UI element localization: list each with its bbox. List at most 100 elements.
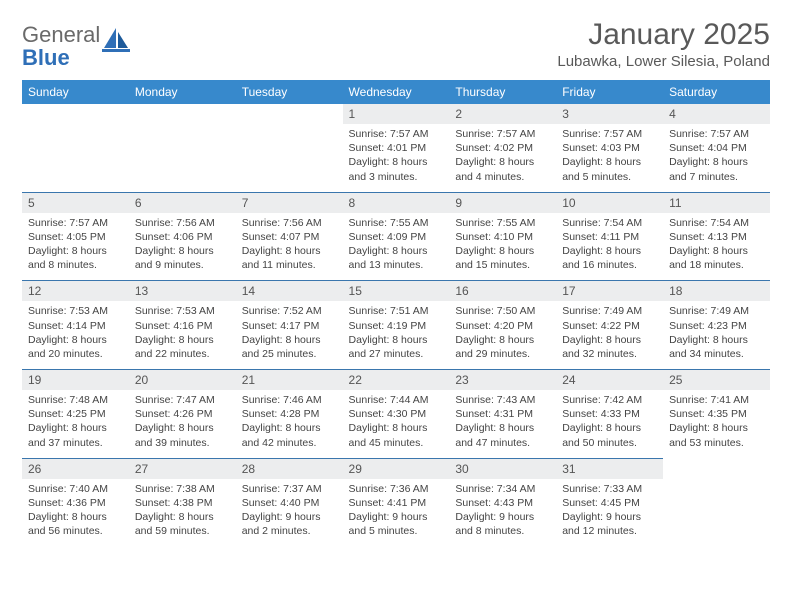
day-number-cell: 22 xyxy=(343,370,450,391)
day-detail-cell: Sunrise: 7:37 AMSunset: 4:40 PMDaylight:… xyxy=(236,479,343,547)
day-detail-cell: Sunrise: 7:46 AMSunset: 4:28 PMDaylight:… xyxy=(236,390,343,458)
day-detail-cell: Sunrise: 7:56 AMSunset: 4:07 PMDaylight:… xyxy=(236,213,343,281)
day-detail-cell: Sunrise: 7:55 AMSunset: 4:09 PMDaylight:… xyxy=(343,213,450,281)
day-number-cell xyxy=(236,104,343,124)
month-title: January 2025 xyxy=(557,18,770,51)
day-detail-cell: Sunrise: 7:40 AMSunset: 4:36 PMDaylight:… xyxy=(22,479,129,547)
day-number-cell: 26 xyxy=(22,458,129,479)
day-detail-cell: Sunrise: 7:42 AMSunset: 4:33 PMDaylight:… xyxy=(556,390,663,458)
day-number-cell: 28 xyxy=(236,458,343,479)
day-number-cell: 2 xyxy=(449,104,556,124)
day-detail-cell: Sunrise: 7:51 AMSunset: 4:19 PMDaylight:… xyxy=(343,301,450,369)
day-detail-cell: Sunrise: 7:34 AMSunset: 4:43 PMDaylight:… xyxy=(449,479,556,547)
weekday-header: Thursday xyxy=(449,80,556,104)
day-number-row: 567891011 xyxy=(22,192,770,213)
day-detail-cell: Sunrise: 7:49 AMSunset: 4:22 PMDaylight:… xyxy=(556,301,663,369)
day-detail-cell: Sunrise: 7:49 AMSunset: 4:23 PMDaylight:… xyxy=(663,301,770,369)
brand-logo: General Blue xyxy=(22,18,130,70)
day-detail-cell: Sunrise: 7:52 AMSunset: 4:17 PMDaylight:… xyxy=(236,301,343,369)
day-detail-cell: Sunrise: 7:55 AMSunset: 4:10 PMDaylight:… xyxy=(449,213,556,281)
logo-text-block: General Blue xyxy=(22,24,100,70)
day-number-cell xyxy=(129,104,236,124)
day-number-cell: 6 xyxy=(129,192,236,213)
day-detail-cell: Sunrise: 7:57 AMSunset: 4:04 PMDaylight:… xyxy=(663,124,770,192)
day-number-cell: 18 xyxy=(663,281,770,302)
day-number-cell: 16 xyxy=(449,281,556,302)
calendar-table: SundayMondayTuesdayWednesdayThursdayFrid… xyxy=(22,80,770,546)
day-detail-cell xyxy=(22,124,129,192)
logo-word-general: General xyxy=(22,22,100,47)
day-detail-row: Sunrise: 7:53 AMSunset: 4:14 PMDaylight:… xyxy=(22,301,770,369)
day-number-cell: 4 xyxy=(663,104,770,124)
day-number-cell: 14 xyxy=(236,281,343,302)
day-number-cell: 17 xyxy=(556,281,663,302)
day-detail-cell: Sunrise: 7:48 AMSunset: 4:25 PMDaylight:… xyxy=(22,390,129,458)
day-detail-row: Sunrise: 7:57 AMSunset: 4:05 PMDaylight:… xyxy=(22,213,770,281)
day-number-cell xyxy=(22,104,129,124)
day-detail-cell: Sunrise: 7:33 AMSunset: 4:45 PMDaylight:… xyxy=(556,479,663,547)
day-detail-cell: Sunrise: 7:38 AMSunset: 4:38 PMDaylight:… xyxy=(129,479,236,547)
day-detail-cell: Sunrise: 7:57 AMSunset: 4:03 PMDaylight:… xyxy=(556,124,663,192)
calendar-page: General Blue January 2025 Lubawka, Lower… xyxy=(0,0,792,546)
day-detail-cell: Sunrise: 7:44 AMSunset: 4:30 PMDaylight:… xyxy=(343,390,450,458)
day-number-cell: 1 xyxy=(343,104,450,124)
day-number-cell: 23 xyxy=(449,370,556,391)
weekday-header: Monday xyxy=(129,80,236,104)
day-number-row: 12131415161718 xyxy=(22,281,770,302)
day-detail-cell: Sunrise: 7:41 AMSunset: 4:35 PMDaylight:… xyxy=(663,390,770,458)
day-detail-cell: Sunrise: 7:53 AMSunset: 4:14 PMDaylight:… xyxy=(22,301,129,369)
weekday-header: Saturday xyxy=(663,80,770,104)
day-number-cell: 5 xyxy=(22,192,129,213)
weekday-header: Wednesday xyxy=(343,80,450,104)
day-number-cell: 11 xyxy=(663,192,770,213)
day-number-cell: 3 xyxy=(556,104,663,124)
day-number-cell: 20 xyxy=(129,370,236,391)
day-detail-cell xyxy=(129,124,236,192)
day-number-cell: 19 xyxy=(22,370,129,391)
weekday-header-row: SundayMondayTuesdayWednesdayThursdayFrid… xyxy=(22,80,770,104)
day-number-cell: 13 xyxy=(129,281,236,302)
day-number-cell: 24 xyxy=(556,370,663,391)
day-detail-cell: Sunrise: 7:43 AMSunset: 4:31 PMDaylight:… xyxy=(449,390,556,458)
day-detail-cell: Sunrise: 7:57 AMSunset: 4:01 PMDaylight:… xyxy=(343,124,450,192)
day-detail-cell xyxy=(663,479,770,547)
day-number-cell: 10 xyxy=(556,192,663,213)
day-number-cell: 7 xyxy=(236,192,343,213)
day-detail-row: Sunrise: 7:48 AMSunset: 4:25 PMDaylight:… xyxy=(22,390,770,458)
location-subtitle: Lubawka, Lower Silesia, Poland xyxy=(557,53,770,70)
day-number-cell: 21 xyxy=(236,370,343,391)
day-number-cell: 25 xyxy=(663,370,770,391)
day-number-cell: 31 xyxy=(556,458,663,479)
day-number-cell: 12 xyxy=(22,281,129,302)
day-number-row: 262728293031 xyxy=(22,458,770,479)
day-number-cell: 9 xyxy=(449,192,556,213)
day-detail-cell: Sunrise: 7:36 AMSunset: 4:41 PMDaylight:… xyxy=(343,479,450,547)
weekday-header: Sunday xyxy=(22,80,129,104)
logo-word-blue: Blue xyxy=(22,45,70,70)
day-detail-row: Sunrise: 7:57 AMSunset: 4:01 PMDaylight:… xyxy=(22,124,770,192)
title-block: January 2025 Lubawka, Lower Silesia, Pol… xyxy=(557,18,770,70)
weekday-header: Friday xyxy=(556,80,663,104)
day-detail-cell: Sunrise: 7:54 AMSunset: 4:11 PMDaylight:… xyxy=(556,213,663,281)
weekday-header: Tuesday xyxy=(236,80,343,104)
day-number-row: 1234 xyxy=(22,104,770,124)
day-number-cell: 30 xyxy=(449,458,556,479)
day-detail-row: Sunrise: 7:40 AMSunset: 4:36 PMDaylight:… xyxy=(22,479,770,547)
day-number-cell xyxy=(663,458,770,479)
day-detail-cell: Sunrise: 7:56 AMSunset: 4:06 PMDaylight:… xyxy=(129,213,236,281)
day-number-cell: 8 xyxy=(343,192,450,213)
day-detail-cell xyxy=(236,124,343,192)
day-detail-cell: Sunrise: 7:47 AMSunset: 4:26 PMDaylight:… xyxy=(129,390,236,458)
day-detail-cell: Sunrise: 7:57 AMSunset: 4:05 PMDaylight:… xyxy=(22,213,129,281)
page-header: General Blue January 2025 Lubawka, Lower… xyxy=(22,18,770,70)
day-number-cell: 29 xyxy=(343,458,450,479)
day-detail-cell: Sunrise: 7:50 AMSunset: 4:20 PMDaylight:… xyxy=(449,301,556,369)
day-number-cell: 15 xyxy=(343,281,450,302)
logo-sail-icon xyxy=(102,26,130,52)
day-number-cell: 27 xyxy=(129,458,236,479)
calendar-body: 1234 Sunrise: 7:57 AMSunset: 4:01 PMDayl… xyxy=(22,104,770,546)
day-number-row: 19202122232425 xyxy=(22,370,770,391)
day-detail-cell: Sunrise: 7:57 AMSunset: 4:02 PMDaylight:… xyxy=(449,124,556,192)
day-detail-cell: Sunrise: 7:54 AMSunset: 4:13 PMDaylight:… xyxy=(663,213,770,281)
day-detail-cell: Sunrise: 7:53 AMSunset: 4:16 PMDaylight:… xyxy=(129,301,236,369)
